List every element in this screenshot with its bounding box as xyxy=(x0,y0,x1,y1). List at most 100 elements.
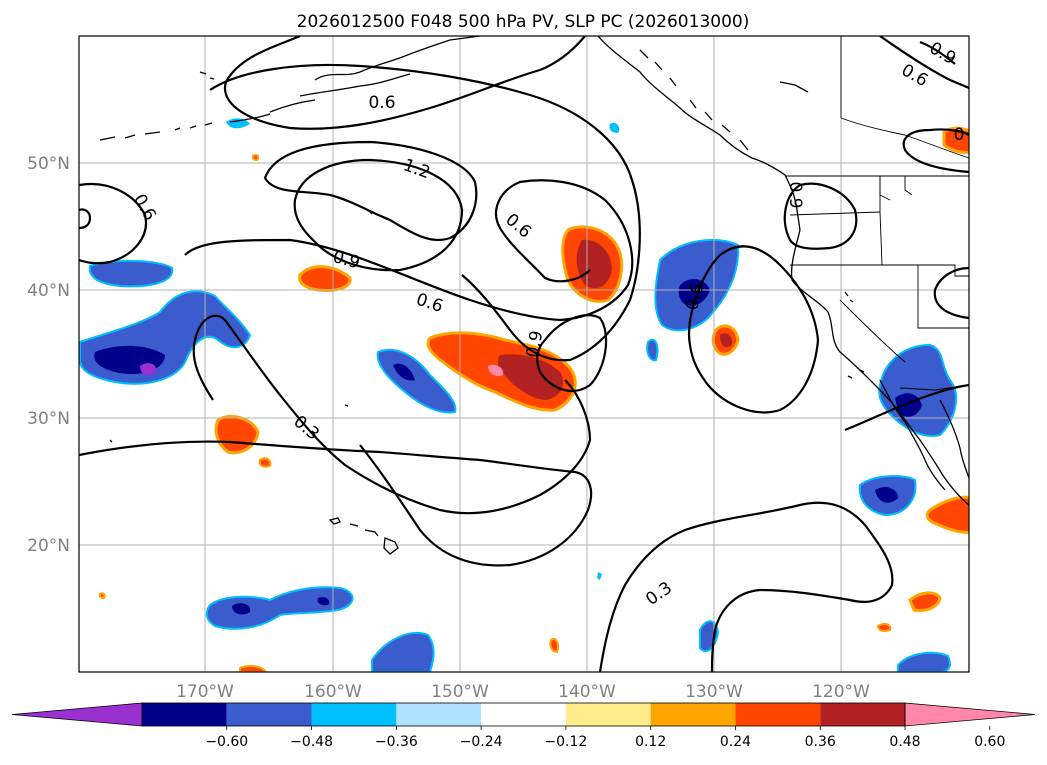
pv-positive-core xyxy=(720,333,733,348)
pv-positive-small xyxy=(251,153,260,162)
contour-0.3-loop xyxy=(688,245,820,414)
lon-label: 150°W xyxy=(431,682,489,702)
baja-peninsula xyxy=(879,379,969,491)
colorbar-tick-label: −0.60 xyxy=(205,734,248,750)
colorbar: −0.60 −0.48 −0.36 −0.24 −0.12 0.12 0.24 0.36 0.4… xyxy=(11,702,1036,750)
contour-0.6-west-edge xyxy=(79,208,92,230)
contour-labels: 0.6 1.2 0.9 0.6 0.6 0.6 0.9 0.3 0.3 0.6 … xyxy=(129,38,965,610)
pv-negative-core xyxy=(678,278,710,306)
colorbar-tick-label: 0.60 xyxy=(974,734,1005,750)
pv-positive-core xyxy=(576,239,612,289)
pv-negative-region xyxy=(205,586,354,630)
colorbar-bin xyxy=(650,703,736,726)
colorbar-extend-low xyxy=(11,702,143,727)
pv-positive-region xyxy=(214,415,260,455)
contour-0.9-oregon xyxy=(783,182,858,250)
contour-0.3-south xyxy=(598,501,894,672)
contour-0.9-ne xyxy=(919,40,956,65)
latitude-labels: 50°N 40°N 30°N 20°N xyxy=(27,154,70,556)
canada-coast xyxy=(597,36,801,231)
contour-0.6-big xyxy=(209,63,641,362)
pv-negative-region xyxy=(88,259,174,288)
hawaiian-islands xyxy=(328,517,399,555)
lat-label: 20°N xyxy=(27,536,70,556)
pv-negative-small xyxy=(597,572,602,580)
pv-positive-small xyxy=(876,622,892,632)
lon-label: 160°W xyxy=(304,682,362,702)
colorbar-tick-label: −0.24 xyxy=(460,734,503,750)
map-frame xyxy=(78,35,970,673)
pv-negative-core xyxy=(393,363,415,381)
colorbar-tick-label: 0.36 xyxy=(805,734,836,750)
colorbar-tick-label: 0.24 xyxy=(720,734,751,750)
colorbar-bin xyxy=(735,703,821,726)
colorbar-tick-label: −0.36 xyxy=(375,734,418,750)
pv-positive-extreme xyxy=(488,364,504,376)
pv-positive-small xyxy=(258,457,272,468)
pv-negative-core xyxy=(895,393,922,417)
contour-1.2 xyxy=(263,140,478,242)
pv-negative-small xyxy=(609,122,620,133)
pv-positive-region xyxy=(908,591,942,612)
colorbar-bin xyxy=(142,703,227,726)
lon-label: 140°W xyxy=(558,682,616,702)
pv-positive-small xyxy=(239,664,268,672)
colorbar-bin xyxy=(226,703,312,726)
colorbar-bin xyxy=(396,703,482,726)
slp-contours xyxy=(79,36,969,672)
contour-0.3-west xyxy=(192,314,592,515)
pv-positive-small xyxy=(549,638,560,654)
canada-provincial xyxy=(840,36,969,201)
contour-0.3-east xyxy=(844,383,969,432)
lat-label: 40°N xyxy=(27,281,70,301)
pv-negative-small xyxy=(226,118,250,129)
contour-0.6-inner-loop xyxy=(536,314,608,393)
colorbar-bin xyxy=(565,703,651,726)
pv-positive-core xyxy=(497,354,564,400)
colorbar-tick-label: −0.48 xyxy=(290,734,333,750)
contour-label: 0 xyxy=(954,125,965,145)
colorbar-extend-high xyxy=(904,702,1036,727)
contour-0.6-west xyxy=(79,182,148,265)
colorbar-bin xyxy=(820,703,905,726)
pv-negative-extreme xyxy=(140,363,157,376)
pv-positive-region xyxy=(925,495,969,534)
alaska-panhandle-islands xyxy=(639,49,809,151)
alaska-coast xyxy=(229,36,481,123)
contour-0.6-north xyxy=(223,36,586,130)
contour-0.6-ne xyxy=(879,36,969,90)
contour-0.3-main xyxy=(79,440,593,567)
contour-label: 0.9 xyxy=(785,181,805,208)
pv-negative-core xyxy=(317,597,330,606)
map-title: 2026012500 F048 500 hPa PV, SLP PC (2026… xyxy=(297,12,750,32)
contour-0.6-center xyxy=(184,179,634,322)
contour-label: 0.6 xyxy=(368,93,395,113)
colorbar-tick-label: 0.48 xyxy=(889,734,920,750)
colorbar-bin xyxy=(481,703,566,726)
pv-negative-region xyxy=(646,338,659,362)
contour-0-east xyxy=(902,128,969,174)
pv-positive-small xyxy=(98,592,106,600)
pacific-islets xyxy=(109,211,865,443)
pv-positive-region xyxy=(298,265,352,292)
pv-negative-region xyxy=(371,632,435,672)
longitude-labels: 170°W 160°W 150°W 140°W 130°W 120°W xyxy=(176,682,870,702)
lat-label: 50°N xyxy=(27,154,70,174)
colorbar-bin xyxy=(311,703,397,726)
lat-label: 30°N xyxy=(27,409,70,429)
contour-0-nevada xyxy=(933,266,969,320)
lon-label: 130°W xyxy=(685,682,743,702)
pv-positive-region xyxy=(942,126,969,154)
lon-label: 120°W xyxy=(812,682,870,702)
pv-negative-core xyxy=(875,487,898,503)
colorbar-tick-label: 0.12 xyxy=(635,734,666,750)
graticule xyxy=(79,36,969,672)
lon-label: 170°W xyxy=(176,682,234,702)
contour-label: 0.9 xyxy=(523,329,547,359)
pv-negative-core xyxy=(232,603,251,615)
aleutian-islands xyxy=(99,71,215,141)
colorbar-frame xyxy=(141,702,906,727)
coastlines xyxy=(99,36,969,555)
map-panel: 0.6 1.2 0.9 0.6 0.6 0.6 0.9 0.3 0.3 0.6 … xyxy=(79,36,969,672)
